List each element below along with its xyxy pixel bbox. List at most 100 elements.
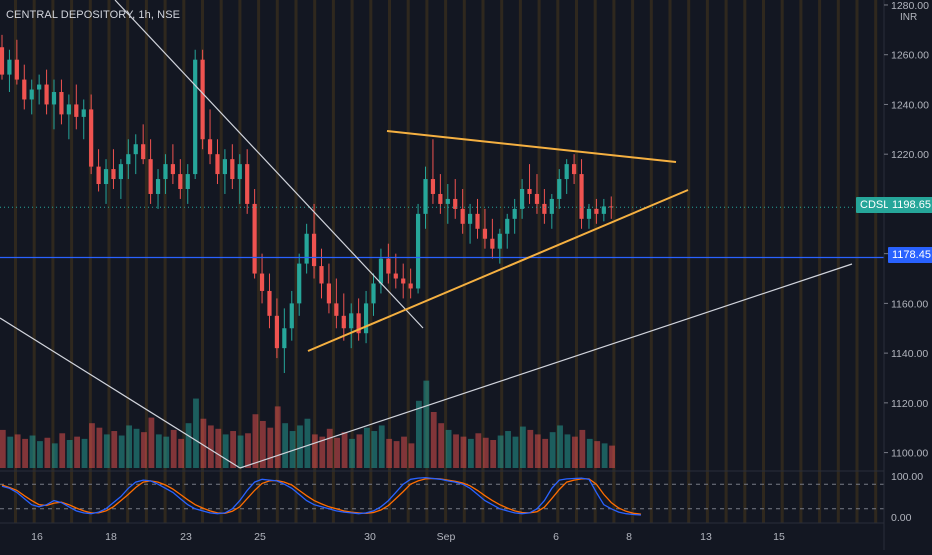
time-tick-label: 16 <box>31 531 43 543</box>
candle-body <box>207 139 213 155</box>
candle-body <box>185 174 190 189</box>
volume-bar <box>185 423 192 468</box>
candle-body <box>467 213 473 224</box>
candle-body <box>601 206 606 214</box>
time-tick-label: 30 <box>364 531 376 543</box>
candle-body <box>163 164 168 180</box>
volume-bar <box>245 433 251 468</box>
candle-body <box>245 164 250 204</box>
volume-bar <box>81 438 88 468</box>
symbol-title[interactable]: CENTRAL DEPOSITORY, 1h, NSE <box>6 9 181 21</box>
volume-bar <box>148 417 155 468</box>
candle-body <box>89 109 94 167</box>
price-tick-label: 1280.00 <box>891 0 929 12</box>
volume-bar <box>118 435 125 468</box>
price-tick-label: 1240.00 <box>891 99 929 111</box>
support-trendline-left <box>0 317 241 469</box>
session-stripe <box>294 0 298 523</box>
session-stripe <box>51 0 55 523</box>
volume-bar <box>349 438 355 468</box>
volume-bar <box>304 418 311 468</box>
volume-bar <box>163 436 170 468</box>
session-stripe <box>762 0 765 523</box>
session-stripe <box>668 0 672 523</box>
candle-body <box>7 59 12 75</box>
price-tick-label: 1260.00 <box>891 50 929 62</box>
volume-bar <box>14 434 21 468</box>
volume-bar <box>415 400 422 468</box>
candle-body <box>586 208 592 219</box>
volume-bar <box>237 435 244 468</box>
session-stripe <box>481 0 485 523</box>
session-stripe <box>14 0 17 523</box>
session-stripe <box>331 0 335 523</box>
volume-bar <box>274 406 281 468</box>
candle-body <box>579 174 584 219</box>
volume-bar <box>549 432 556 468</box>
drawings[interactable] <box>0 0 884 469</box>
session-stripe <box>238 0 242 523</box>
session-stripe <box>201 0 204 523</box>
session-stripe <box>687 0 691 523</box>
volume-bars <box>0 380 615 468</box>
volume-bar <box>319 436 326 468</box>
candle-body <box>341 315 346 329</box>
candle-body <box>438 193 443 204</box>
session-stripe <box>818 0 822 523</box>
candle-body <box>520 188 525 209</box>
volume-bar <box>557 425 563 468</box>
candle-body <box>81 109 86 117</box>
time-tick-label: 18 <box>105 531 117 543</box>
volume-bar <box>423 380 430 468</box>
candle-body <box>178 174 183 189</box>
session-stripe <box>275 0 279 523</box>
volume-bar <box>512 436 519 468</box>
candle-body <box>282 328 287 349</box>
volume-bar <box>111 431 118 468</box>
session-stripe <box>369 0 373 523</box>
volume-bar <box>445 429 452 468</box>
volume-bar <box>51 443 58 468</box>
volume-bar <box>89 423 95 468</box>
volume-bar <box>482 437 489 468</box>
volume-bar <box>0 429 6 468</box>
session-stripe <box>855 0 859 523</box>
volume-bar <box>29 435 36 468</box>
volume-bar <box>222 434 229 468</box>
stochastic-pane[interactable] <box>0 476 884 516</box>
candle-body <box>111 169 116 180</box>
candle-body <box>527 188 532 194</box>
volume-bar <box>363 427 370 468</box>
price-tick-label: 1220.00 <box>891 149 929 161</box>
volume-bar <box>401 436 407 468</box>
horizontal-line-label: 1178.45 <box>888 247 932 263</box>
time-tick-label: 6 <box>553 531 559 543</box>
session-stripe <box>425 0 429 523</box>
session-stripe <box>537 0 541 523</box>
candle-body <box>74 104 79 117</box>
candle-body <box>51 92 57 105</box>
volume-bar <box>341 432 348 468</box>
candle-body <box>453 198 458 209</box>
candle-body <box>289 303 294 329</box>
session-stripe <box>182 0 186 523</box>
volume-bar <box>497 435 504 468</box>
volume-bar <box>564 434 571 468</box>
candle-body <box>378 258 384 284</box>
candle-body <box>96 166 101 185</box>
candle-body <box>103 169 109 185</box>
candle-body <box>14 59 19 80</box>
volume-bar <box>475 433 482 468</box>
volume-bar <box>534 434 541 468</box>
candles[interactable] <box>0 34 614 374</box>
session-stripe <box>649 0 653 523</box>
candle-body <box>126 154 131 165</box>
volume-bar <box>326 428 333 468</box>
candle-body <box>490 238 495 249</box>
candle-body <box>133 144 138 155</box>
triangle-lower-line <box>307 189 689 352</box>
candle-body <box>505 218 510 234</box>
volume-bar <box>430 412 437 468</box>
